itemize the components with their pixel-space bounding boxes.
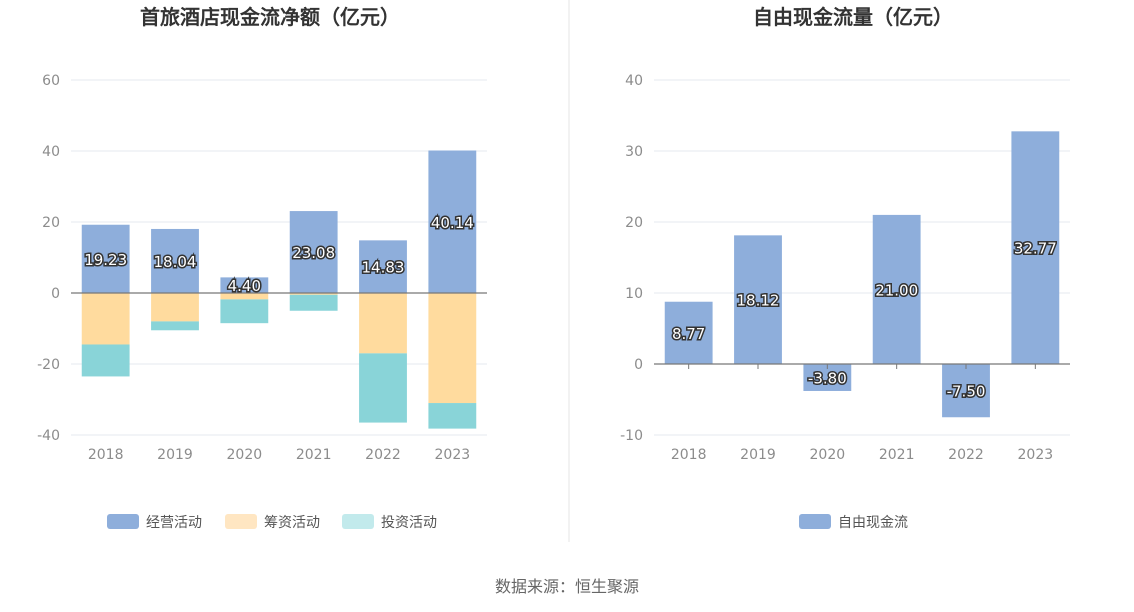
data-label: 4.40: [228, 277, 261, 295]
x-tick-label: 2018: [88, 447, 124, 463]
bar-3-2022[interactable]: [359, 353, 407, 423]
chart-title: 自由现金流量（亿元）: [753, 5, 953, 29]
legend-label-investing: 投资活动: [381, 515, 437, 531]
legend-label-free-cash-flow: 自由现金流: [838, 515, 908, 531]
chart-title: 首旅酒店现金流净额（亿元）: [140, 5, 400, 29]
legend-swatch-financing: [225, 514, 257, 529]
legend-item-investing[interactable]: 投资活动: [342, 514, 437, 531]
cash-flow-net-chart: 首旅酒店现金流净额（亿元） 60 40 20 0 -20 -40 2018 2019 2020…: [37, 5, 487, 531]
bar-2-2018[interactable]: [81, 293, 130, 345]
bar-1-2021[interactable]: [872, 214, 921, 364]
bar-1-2022[interactable]: [359, 240, 407, 293]
data-label: 14.83: [362, 259, 405, 277]
bar-3-2019[interactable]: [151, 321, 199, 331]
data-label: 21.00: [875, 281, 918, 299]
x-tick-label: 2018: [671, 447, 707, 463]
bar-1-2023[interactable]: [1011, 131, 1060, 364]
data-label: 18.04: [154, 253, 197, 271]
y-tick-label: 20: [625, 215, 643, 231]
x-tick-label: 2020: [227, 447, 263, 463]
grid-lines: [654, 79, 1070, 436]
bar-1-2019[interactable]: [151, 228, 199, 293]
y-tick-label: 40: [42, 144, 60, 160]
legend-item-financing[interactable]: 筹资活动: [225, 514, 320, 531]
y-tick-label: 0: [634, 357, 643, 373]
bar-1-2018[interactable]: [81, 224, 130, 293]
bar-3-2018[interactable]: [81, 344, 130, 377]
bar-2-2020[interactable]: [220, 293, 269, 300]
x-tick-label: 2022: [365, 447, 401, 463]
bar-1-2020[interactable]: [220, 277, 269, 293]
bar-group: [664, 131, 1060, 418]
data-label: 32.77: [1014, 240, 1057, 258]
y-tick-label: -40: [37, 428, 60, 444]
legend-label-operating: 经营活动: [146, 515, 202, 531]
legend-swatch-free-cash-flow: [799, 514, 831, 529]
free-cash-flow-chart: 自由现金流量（亿元） 40 30 20 10 0 -10 2018 2019 2020 2021…: [620, 5, 1070, 531]
legend-swatch-investing: [342, 514, 374, 529]
y-tick-label: 10: [625, 286, 643, 302]
x-tick-label: 2023: [1018, 447, 1054, 463]
bar-2-2023[interactable]: [428, 293, 477, 404]
legend-item-free-cash-flow[interactable]: 自由现金流: [799, 514, 908, 531]
bar-1-2018[interactable]: [664, 301, 713, 364]
legend: 自由现金流: [799, 514, 908, 531]
legend-label-financing: 筹资活动: [264, 514, 320, 531]
x-tick-label: 2019: [157, 447, 193, 463]
bar-3-2021[interactable]: [289, 294, 338, 311]
data-label: 18.12: [737, 292, 780, 310]
data-label: 23.08: [292, 244, 335, 262]
data-source: 数据来源：恒生聚源: [495, 577, 639, 596]
legend-item-operating[interactable]: 经营活动: [107, 514, 202, 531]
x-tick-label: 2020: [810, 447, 846, 463]
x-tick-label: 2021: [879, 447, 915, 463]
y-tick-label: 60: [42, 73, 60, 89]
data-labels: 8.77 18.12 -3.80 21.00 -7.50 32.77: [670, 238, 1058, 402]
y-tick-label: 40: [625, 73, 643, 89]
bar-3-2020[interactable]: [220, 299, 269, 324]
legend-swatch-operating: [107, 514, 139, 529]
y-axis: 60 40 20 0 -20 -40: [37, 73, 60, 444]
data-label: -3.80: [808, 369, 847, 387]
x-axis: 2018 2019 2020 2021 2022 2023: [88, 447, 470, 463]
data-label: -7.50: [947, 383, 986, 401]
x-tick-label: 2021: [296, 447, 332, 463]
x-tick-label: 2019: [740, 447, 776, 463]
x-tick-label: 2022: [948, 447, 984, 463]
x-axis: 2018 2019 2020 2021 2022 2023: [671, 447, 1053, 463]
grid-lines: [71, 79, 487, 436]
bar-2-2019[interactable]: [151, 293, 199, 322]
bar-2-2022[interactable]: [359, 293, 407, 354]
bar-1-2023[interactable]: [428, 150, 477, 293]
bar-group: [81, 150, 477, 429]
bar-1-2022[interactable]: [942, 364, 990, 418]
bar-1-2019[interactable]: [734, 235, 782, 364]
y-axis: 40 30 20 10 0 -10: [620, 73, 643, 444]
data-label: 8.77: [672, 325, 705, 343]
bar-3-2023[interactable]: [428, 403, 477, 429]
y-tick-label: 0: [51, 286, 60, 302]
y-tick-label: -10: [620, 428, 643, 444]
legend: 经营活动 筹资活动 投资活动: [107, 514, 437, 531]
data-label: 40.14: [431, 214, 474, 232]
bar-1-2021[interactable]: [289, 211, 338, 293]
data-label: 19.23: [84, 251, 127, 269]
y-tick-label: 20: [42, 215, 60, 231]
data-labels: 19.23 18.04 4.40 23.08 14.83 40.14: [83, 212, 476, 296]
bar-2-2021[interactable]: [289, 293, 338, 295]
y-tick-label: -20: [37, 357, 60, 373]
zero-axis: [654, 363, 1070, 369]
x-tick-label: 2023: [435, 447, 471, 463]
y-tick-label: 30: [625, 144, 643, 160]
